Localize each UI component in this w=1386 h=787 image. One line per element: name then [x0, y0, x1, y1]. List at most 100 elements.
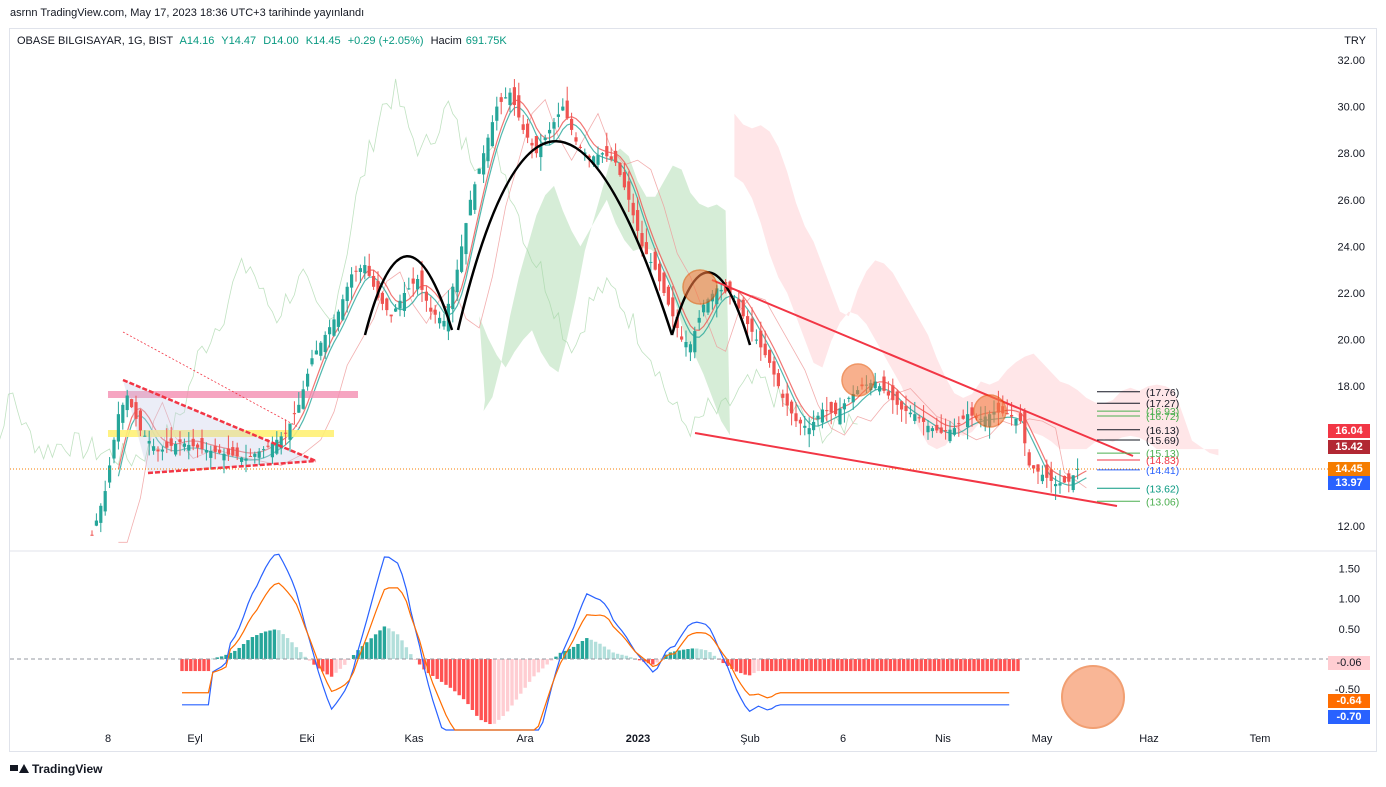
candle-body: [468, 199, 472, 216]
macd-histogram-bar: [492, 659, 497, 724]
candle-body: [354, 270, 358, 272]
macd-histogram-bar: [747, 659, 752, 676]
y-tick-label: 22.00: [1337, 288, 1365, 300]
level-label: (13.62): [1146, 483, 1179, 495]
macd-line: [182, 553, 1010, 731]
candle-body: [253, 453, 257, 457]
candle-body: [948, 429, 952, 442]
macd-histogram-bar: [1011, 659, 1016, 672]
head-arc: [456, 140, 674, 336]
macd-histogram-bar: [277, 630, 281, 659]
macd-histogram-bar: [967, 659, 972, 672]
candle-body: [1062, 475, 1066, 483]
macd-histogram-bar: [426, 659, 431, 674]
candle-body: [99, 505, 103, 523]
candle-body: [178, 439, 182, 443]
candle-body: [1076, 468, 1080, 470]
macd-histogram-bar: [545, 659, 549, 665]
macd-histogram-bar: [404, 647, 409, 659]
macd-histogram-bar: [435, 659, 439, 679]
candle-body: [534, 135, 538, 154]
macd-histogram-bar: [246, 640, 250, 659]
level-label: (17.76): [1146, 387, 1179, 399]
macd-histogram-bar: [272, 629, 277, 659]
candle-body: [380, 292, 384, 304]
highlight-circle: [973, 394, 1007, 428]
candle-body: [939, 427, 943, 433]
macd-histogram-bar: [752, 659, 756, 673]
tradingview-logo[interactable]: TradingView: [10, 762, 102, 776]
candle-body: [262, 449, 266, 451]
candle-body: [121, 404, 125, 423]
candle-body: [548, 129, 552, 134]
x-tick-label: Haz: [1139, 733, 1159, 745]
candle-body: [438, 317, 442, 324]
candle-body: [451, 286, 455, 310]
macd-histogram-bar: [259, 633, 263, 659]
macd-histogram-bar: [761, 659, 765, 672]
candle-body: [552, 122, 556, 129]
x-tick-label: 6: [840, 733, 846, 745]
candlestick-series: [90, 79, 1080, 536]
candle-body: [587, 155, 591, 158]
macd-histogram-bar: [457, 659, 461, 696]
macd-histogram-bar: [765, 659, 769, 672]
candle-body: [886, 391, 890, 396]
candle-body: [156, 449, 160, 452]
macd-histogram-bar: [356, 650, 360, 659]
macd-histogram-bar: [527, 659, 532, 682]
macd-histogram-bar: [510, 659, 514, 706]
candle-body: [737, 299, 741, 309]
candle-body: [341, 299, 345, 320]
candle-body: [204, 450, 208, 453]
candle-body: [565, 100, 569, 119]
candle-body: [477, 168, 481, 174]
macd-histogram-bar: [571, 646, 576, 659]
macd-histogram-bar: [488, 659, 492, 725]
candle-body: [556, 114, 560, 117]
candle-body: [935, 424, 939, 431]
macd-histogram-bar: [941, 659, 945, 672]
candle-body: [1036, 464, 1040, 472]
macd-pane: [180, 553, 1125, 731]
level-label: (15.13): [1146, 448, 1179, 460]
macd-histogram-bar: [932, 659, 937, 672]
macd-histogram-bar: [360, 646, 365, 659]
macd-histogram-bar: [475, 659, 479, 716]
legend-symbol[interactable]: OBASE BILGISAYAR, 1G, BIST: [17, 35, 174, 47]
candle-body: [125, 395, 129, 411]
macd-histogram-bar: [624, 655, 629, 659]
x-tick-label: Nis: [935, 733, 951, 745]
ichimoku-cloud: [0, 78, 1219, 543]
macd-histogram-bar: [250, 637, 255, 659]
candle-body: [539, 145, 543, 158]
candle-body: [719, 289, 723, 292]
macd-histogram-bar: [281, 634, 285, 659]
macd-histogram-bar: [954, 659, 959, 672]
y-tick-label: 26.00: [1337, 195, 1365, 207]
candle-body: [174, 443, 178, 455]
candle-body: [706, 299, 710, 313]
macd-histogram-bar: [576, 643, 580, 659]
y-tick-label: 32.00: [1337, 55, 1365, 67]
level-label: (16.72): [1146, 411, 1179, 423]
candle-body: [200, 438, 204, 450]
candle-body: [966, 414, 970, 428]
cloud-bearish: [734, 113, 1219, 456]
candle-body: [944, 430, 948, 432]
lagging-span: [0, 78, 858, 467]
macd-histogram-bar: [228, 652, 233, 659]
candle-body: [825, 410, 829, 412]
macd-histogram-bar: [391, 631, 395, 659]
macd-histogram-bar: [945, 659, 950, 672]
candle-body: [486, 137, 490, 162]
macd-histogram-bar: [673, 651, 677, 659]
candle-body: [768, 349, 772, 363]
macd-histogram-bar: [453, 659, 457, 692]
candle-body: [812, 421, 816, 431]
macd-histogram-bar: [334, 659, 338, 673]
candle-body: [402, 293, 406, 311]
lower-trendline: [694, 432, 1118, 507]
candle-body: [279, 436, 283, 449]
